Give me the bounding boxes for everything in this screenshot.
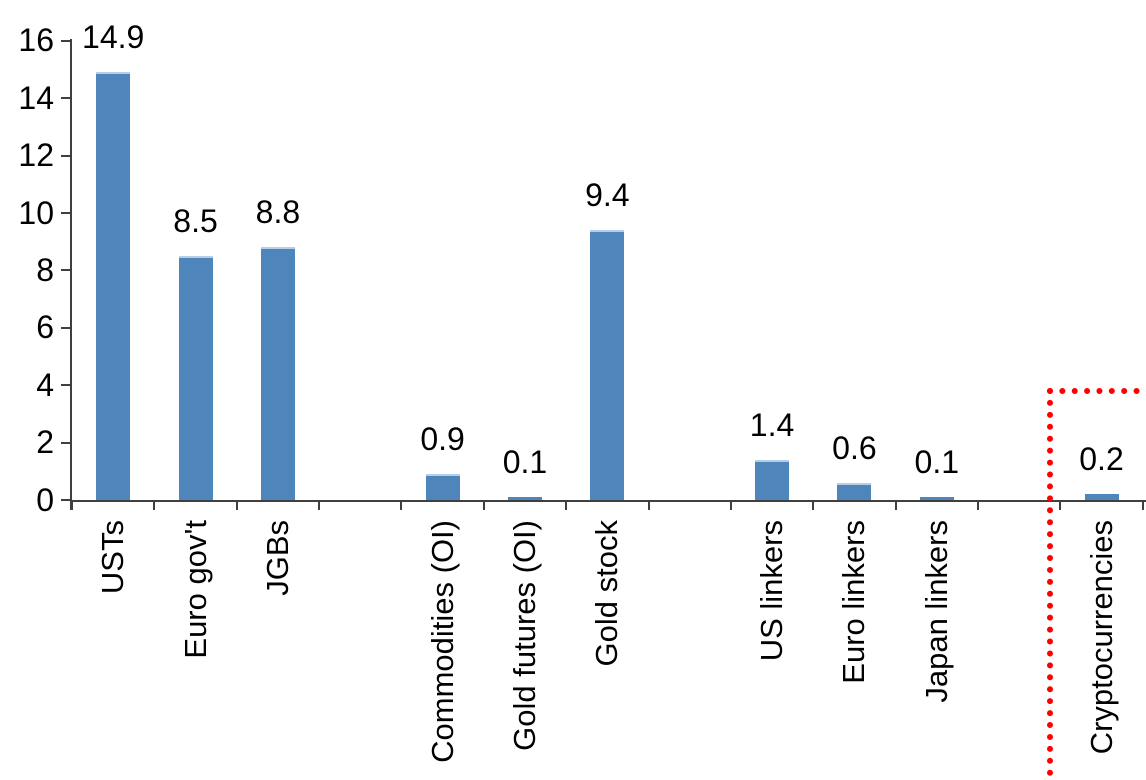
y-tick-label: 4 (36, 366, 54, 403)
y-axis-tick (61, 39, 71, 42)
bar-value-label: 0.1 (502, 444, 548, 480)
bar-value-label: 8.8 (255, 194, 301, 230)
bar-value-label: 14.9 (82, 19, 145, 55)
x-axis-tick (1141, 500, 1144, 510)
x-axis-tick (894, 500, 897, 510)
y-tick-label: 16 (18, 22, 54, 59)
bar-Euro linkers (837, 483, 871, 500)
bar-value-label: 0.6 (832, 430, 877, 466)
x-axis-tick (565, 500, 568, 510)
bar-value-label: 1.4 (749, 407, 795, 443)
category-label-text: Commodities (OI) (424, 520, 460, 763)
x-axis-tick (400, 500, 403, 510)
x-axis-tick (976, 500, 979, 510)
x-axis-tick (647, 500, 650, 510)
category-label-text: JGBs (259, 520, 295, 596)
y-axis-line (70, 39, 72, 510)
y-tick-label: 8 (36, 251, 54, 288)
y-axis-tick (61, 499, 71, 501)
y-tick-label: 14 (18, 79, 54, 116)
y-tick-label: 6 (36, 309, 54, 346)
y-axis-tick (61, 269, 71, 272)
y-tick-label: 2 (36, 424, 54, 461)
x-axis-tick (235, 500, 238, 510)
bar-value-label: 9.4 (585, 177, 630, 213)
x-axis-tick (729, 500, 732, 510)
x-axis-tick (482, 500, 485, 510)
y-axis-tick (61, 384, 71, 387)
bar-value-label: 0.2 (1079, 441, 1124, 477)
bar-Japan linkers (920, 497, 954, 500)
category-label-text: Euro gov't (177, 520, 213, 659)
category-label-text: Gold stock (589, 520, 625, 667)
x-axis-tick (71, 500, 73, 510)
bar-Euro gov't (179, 256, 213, 500)
y-axis-tick (61, 154, 71, 157)
x-axis-tick (153, 500, 156, 510)
x-axis-tick (318, 500, 321, 510)
category-label-text: Japan linkers (918, 520, 954, 703)
bar-Commodities (OI) (426, 474, 460, 500)
y-tick-label: 0 (36, 481, 54, 518)
y-tick-label: 12 (18, 137, 54, 174)
y-tick-label: 10 (18, 194, 54, 231)
bar-Cryptocurrencies (1085, 494, 1119, 500)
bar-USTs (96, 72, 130, 500)
bar-US linkers (755, 460, 789, 500)
y-axis-tick (61, 97, 71, 100)
y-axis-tick (61, 441, 71, 444)
bar-value-label: 8.5 (173, 203, 218, 239)
category-label-text: Euro linkers (836, 520, 872, 684)
category-label-text: Gold futures (OI) (506, 520, 542, 751)
category-label-text: USTs (95, 520, 131, 595)
x-axis-tick (812, 500, 815, 510)
bar-JGBs (261, 247, 295, 500)
category-label-text: US linkers (754, 520, 790, 662)
bar-Gold stock (590, 230, 624, 500)
y-axis-tick (61, 326, 71, 329)
x-axis-line (70, 500, 1146, 502)
bar-value-label: 0.1 (914, 444, 960, 480)
highlight-box-cryptocurrencies (1047, 388, 1146, 780)
y-axis-tick (61, 212, 71, 214)
x-axis-tick (1059, 500, 1062, 510)
bar-Gold futures (OI) (508, 497, 542, 500)
bar-value-label: 0.9 (420, 421, 465, 457)
